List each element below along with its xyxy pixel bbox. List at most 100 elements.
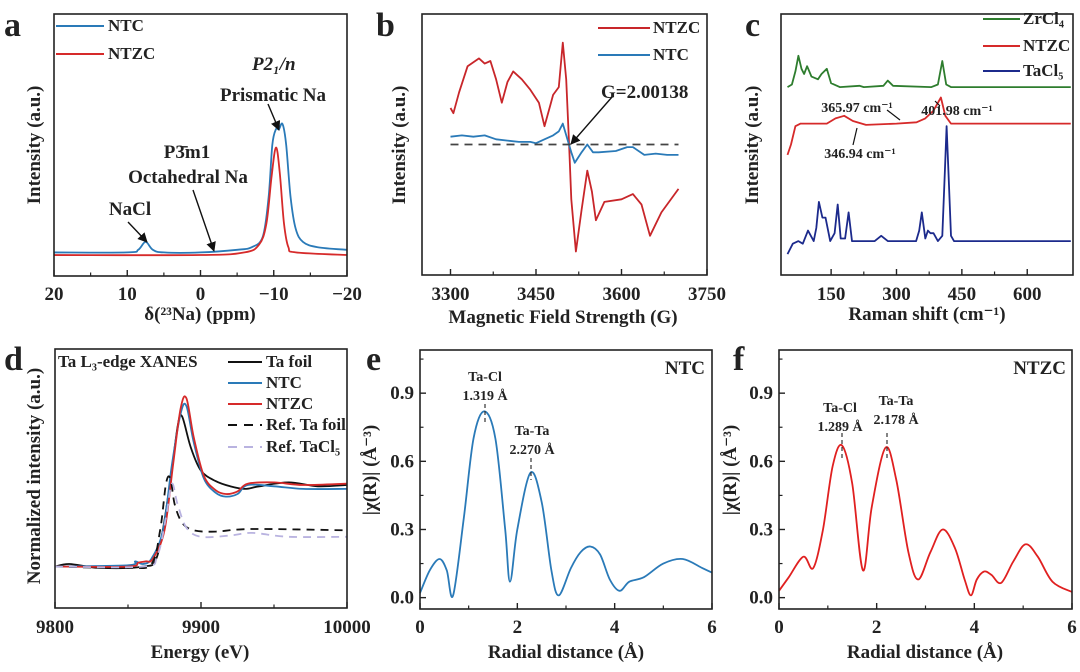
- legend-label: NTZC: [266, 394, 313, 413]
- annotation-arrow: [570, 96, 613, 145]
- legend-label: TaCl₅: [1023, 61, 1063, 80]
- panel-label-b: b: [376, 7, 395, 44]
- legend-label: Ta foil: [266, 352, 312, 371]
- panel-f: [778, 349, 1073, 610]
- annotation-label: 2.270 Å: [509, 442, 555, 458]
- panel-label-a: a: [4, 7, 21, 44]
- y-tick-label: 0.3: [390, 519, 414, 540]
- legend-label: NTZC: [1023, 36, 1070, 55]
- legend-label: NTC: [108, 16, 144, 35]
- plot-frame-b: [421, 13, 708, 276]
- x-tick-label: 0: [774, 617, 784, 638]
- annotation-leader: [886, 109, 901, 121]
- y-axis-title: Intensity (a.u.): [742, 86, 763, 205]
- x-tick-label: −10: [259, 284, 289, 305]
- panel-e: [419, 349, 713, 610]
- y-tick-label: 0.6: [749, 451, 773, 472]
- annotation-arrow: [127, 221, 148, 243]
- x-tick-label: 3600: [603, 284, 641, 305]
- x-tick-label: 4: [970, 617, 980, 638]
- legend-label: NTZC: [108, 44, 155, 63]
- x-tick-label: 150: [817, 284, 846, 305]
- plot-frame-f: [778, 349, 1073, 610]
- panel-b: [421, 13, 708, 276]
- x-tick-label: 3450: [517, 284, 555, 305]
- series-line-c-0: [787, 54, 1071, 88]
- x-axis-title: Raman shift (cm⁻¹): [848, 304, 1005, 325]
- series-line-d-1: [54, 402, 348, 568]
- y-axis-title: |χ(R)| (Å⁻³): [360, 425, 381, 515]
- panel-d: [54, 348, 348, 609]
- x-tick-label: 10: [118, 284, 137, 305]
- y-tick-label: 0.0: [390, 588, 414, 609]
- annotation-label: Octahedral Na: [128, 167, 248, 188]
- series-line-c-2: [786, 125, 1071, 255]
- annotation-leader: [934, 100, 941, 107]
- annotation-label: 401.98 cm⁻¹: [921, 104, 992, 119]
- panel-title-f: NTZC: [1013, 358, 1066, 379]
- y-tick-label: 0.3: [749, 519, 773, 540]
- series-line-b-0: [449, 41, 680, 253]
- x-tick-label: 6: [707, 617, 717, 638]
- x-tick-label: 450: [948, 284, 977, 305]
- x-tick-label: −20: [332, 284, 362, 305]
- plot-frame-c: [780, 13, 1074, 276]
- annotation-label: Ta-Ta: [515, 424, 550, 439]
- x-axis-title: Radial distance (Å): [488, 642, 644, 663]
- x-tick-label: 600: [1013, 284, 1042, 305]
- series-line-d-3: [54, 475, 348, 569]
- series-line-c-1: [786, 96, 1071, 156]
- annotation-label: Prismatic Na: [220, 85, 327, 106]
- panel-label-d: d: [4, 341, 23, 378]
- annotation-label: P2₁/n: [251, 54, 296, 75]
- x-tick-label: 20: [45, 284, 64, 305]
- legend-label: NTC: [653, 45, 689, 64]
- series-line-f-0: [778, 443, 1073, 597]
- x-axis-title: δ(²³Na) (ppm): [144, 304, 256, 325]
- annotation-label: 1.319 Å: [462, 388, 508, 404]
- annotation-arrow: [267, 103, 281, 131]
- y-tick-label: 0.6: [390, 451, 414, 472]
- x-axis-title: Radial distance (Å): [847, 642, 1003, 663]
- x-tick-label: 3300: [432, 284, 470, 305]
- x-tick-label: 0: [196, 284, 206, 305]
- annotation-leader: [852, 127, 858, 146]
- x-axis-title: Energy (eV): [151, 642, 250, 663]
- annotation-label: 2.178 Å: [873, 412, 919, 428]
- x-tick-label: 2: [872, 617, 882, 638]
- annotation-label: P3̄m1: [164, 142, 210, 163]
- panel-title-d: Ta L₃-edge XANES: [58, 352, 198, 371]
- panel-label-f: f: [733, 341, 745, 378]
- y-tick-label: 0.9: [749, 383, 773, 404]
- x-tick-label: 6: [1067, 617, 1077, 638]
- legend-label: Ref. TaCl₅: [266, 437, 340, 456]
- x-tick-label: 10000: [323, 617, 371, 638]
- series-line-d-4: [54, 482, 348, 569]
- legend-label: NTC: [266, 373, 302, 392]
- panel-title-e: NTC: [665, 358, 705, 379]
- series-line-a-1: [53, 146, 348, 257]
- annotation-label: G=2.00138: [601, 82, 688, 103]
- y-axis-title: Intensity (a.u.): [389, 86, 410, 205]
- y-axis-title: Normalized intensity (a.u.): [24, 368, 45, 584]
- legend-label: ZrCl₄: [1023, 9, 1064, 28]
- panel-label-e: e: [366, 341, 381, 378]
- y-tick-label: 0.0: [749, 588, 773, 609]
- y-axis-title: |χ(R)| (Å⁻³): [720, 425, 741, 515]
- annotation-label: Ta-Ta: [879, 394, 914, 409]
- annotation-label: 346.94 cm⁻¹: [824, 147, 895, 162]
- annotation-label: Ta-Cl: [823, 401, 857, 416]
- annotation-label: 1.289 Å: [817, 419, 863, 435]
- legend-label: Ref. Ta foil: [266, 415, 346, 434]
- x-tick-label: 3750: [688, 284, 726, 305]
- x-tick-label: 0: [415, 617, 425, 638]
- y-axis-title: Intensity (a.u.): [24, 86, 45, 205]
- series-line-e-0: [419, 410, 713, 598]
- annotation-label: Ta-Cl: [468, 370, 502, 385]
- plot-frame-d: [54, 348, 348, 609]
- panel-label-c: c: [745, 7, 760, 44]
- annotation-label: 365.97 cm⁻¹: [821, 101, 892, 116]
- annotation-arrow: [192, 189, 216, 252]
- x-axis-title: Magnetic Field Strength (G): [448, 307, 677, 328]
